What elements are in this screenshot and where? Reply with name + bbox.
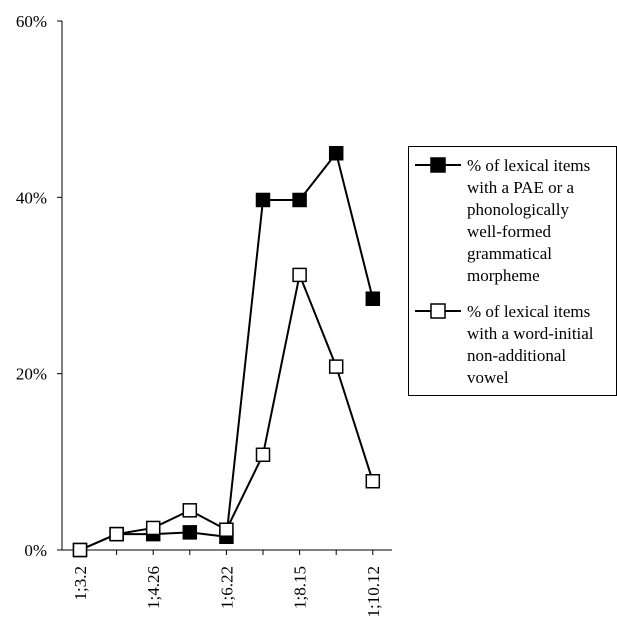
legend-line: with a PAE or a (467, 178, 575, 197)
series-line-1 (79, 151, 374, 551)
legend-line: vowel (467, 368, 509, 387)
series-points (72, 146, 381, 558)
legend-line: morpheme (467, 266, 540, 285)
open-square-point (292, 267, 307, 283)
y-tick-label: 20% (16, 365, 47, 384)
y-tick-label: 60% (16, 12, 47, 31)
legend-line: well-formed (467, 222, 552, 241)
legend-line: % of lexical items (467, 156, 591, 175)
tick-labels: 0% 20% 40% 60% 1;3.2 1;4.26 1;6.22 1;8.15 1;10.1… (16, 12, 383, 617)
open-square-point (109, 526, 124, 542)
axes (57, 20, 392, 555)
y-tick-label: 40% (16, 188, 47, 207)
open-square-point (219, 522, 234, 537)
legend-line: grammatical (467, 244, 552, 263)
legend-label-series-2: % of lexical items with a word-initial n… (467, 301, 617, 389)
x-tick-label: 1;10.12 (364, 566, 383, 617)
legend-line: non-additional (467, 346, 567, 365)
filled-square-point (328, 146, 344, 161)
legend-line: phonologically (467, 200, 569, 219)
open-square-point (182, 503, 198, 518)
y-tick-label: 0% (24, 541, 47, 560)
filled-square-point (255, 192, 271, 208)
x-tick-label: 1;8.15 (291, 566, 310, 609)
open-square-point (328, 359, 344, 374)
legend-label-series-1: % of lexical items with a PAE or a phono… (467, 155, 617, 287)
x-tick-label: 1;4.26 (144, 566, 163, 609)
filled-square-point (292, 192, 307, 208)
legend-line: with a word-initial (467, 324, 594, 343)
legend: % of lexical items with a PAE or a phono… (408, 146, 617, 396)
open-square-point (72, 542, 88, 558)
legend-line: % of lexical items (467, 302, 591, 321)
open-square-point (365, 473, 381, 489)
open-square-point (255, 447, 271, 463)
open-square-point (145, 520, 161, 536)
series-lines (79, 151, 374, 551)
x-tick-label: 1;3.2 (71, 566, 90, 600)
filled-square-marker-icon (415, 157, 461, 173)
open-square-marker-icon (415, 303, 461, 319)
filled-square-point (182, 525, 198, 540)
filled-square-point (365, 291, 381, 306)
series-line-2 (79, 271, 374, 551)
x-tick-label: 1;6.22 (217, 566, 236, 609)
